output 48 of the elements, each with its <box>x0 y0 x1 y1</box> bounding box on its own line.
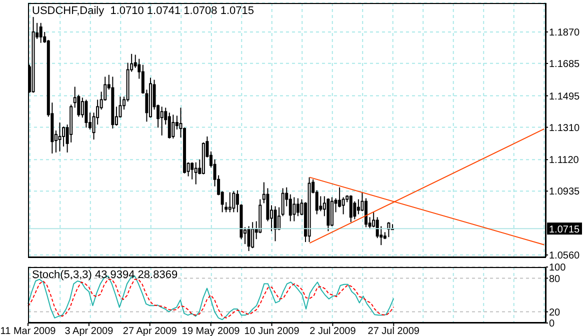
candlestick <box>288 194 292 222</box>
candlestick <box>247 226 250 252</box>
y-tick-label: 1.1870 <box>549 27 580 38</box>
x-tick-label: 10 Jun 2009 <box>244 326 300 336</box>
y-tick-label: 100 <box>549 262 566 274</box>
candlestick <box>281 188 284 217</box>
candlestick <box>172 114 175 140</box>
candlestick <box>364 198 368 228</box>
y-tick-label: 1.0935 <box>549 186 580 198</box>
candlestick <box>349 194 352 223</box>
y-tick-label: 1.1495 <box>549 91 580 102</box>
candlestick <box>228 192 232 213</box>
candlestick <box>338 186 342 208</box>
candlestick <box>84 99 88 128</box>
candlestick <box>274 206 277 242</box>
y-tick-label: 1.1310 <box>549 122 580 134</box>
candlestick <box>251 222 254 249</box>
y-tick-label: 1.1120 <box>549 155 580 166</box>
candlestick <box>194 162 198 185</box>
y-tick-label: 1.1685 <box>549 58 580 70</box>
y-tick-label: 20 <box>549 307 561 318</box>
candlestick <box>356 198 360 215</box>
candlestick <box>296 198 300 217</box>
y-tick-label: 1.0560 <box>549 250 580 262</box>
candlestick <box>168 112 171 140</box>
candlestick <box>190 162 194 180</box>
candlestick <box>319 196 322 212</box>
chart-title: USDCHF,Daily 1.0710 1.0741 1.0708 1.0715 <box>32 5 254 17</box>
candlestick <box>330 196 334 227</box>
candlestick <box>62 126 66 148</box>
candlestick <box>232 190 236 213</box>
candlestick <box>387 222 390 238</box>
candlestick <box>278 206 281 231</box>
x-tick-label: 3 Apr 2009 <box>64 326 114 336</box>
x-tick-label: 2 Jul 2009 <box>310 326 356 336</box>
x-tick-label: 27 Jul 2009 <box>368 326 420 336</box>
ref-line-label: 1.0715 <box>549 224 580 236</box>
x-tick-label: 19 May 2009 <box>182 326 240 336</box>
y-tick-label: 0 <box>549 318 555 330</box>
candlestick <box>160 106 164 136</box>
candlestick <box>342 196 345 215</box>
candlestick <box>39 22 42 44</box>
chart-title: Stoch(5,3,3) 43.9394 28.8369 <box>32 269 178 281</box>
candlestick <box>58 122 62 152</box>
candlestick <box>292 196 296 222</box>
y-tick-label: 80 <box>549 274 561 285</box>
x-tick-label: 11 Mar 2009 <box>0 326 56 336</box>
x-tick-label: 27 Apr 2009 <box>122 326 178 336</box>
